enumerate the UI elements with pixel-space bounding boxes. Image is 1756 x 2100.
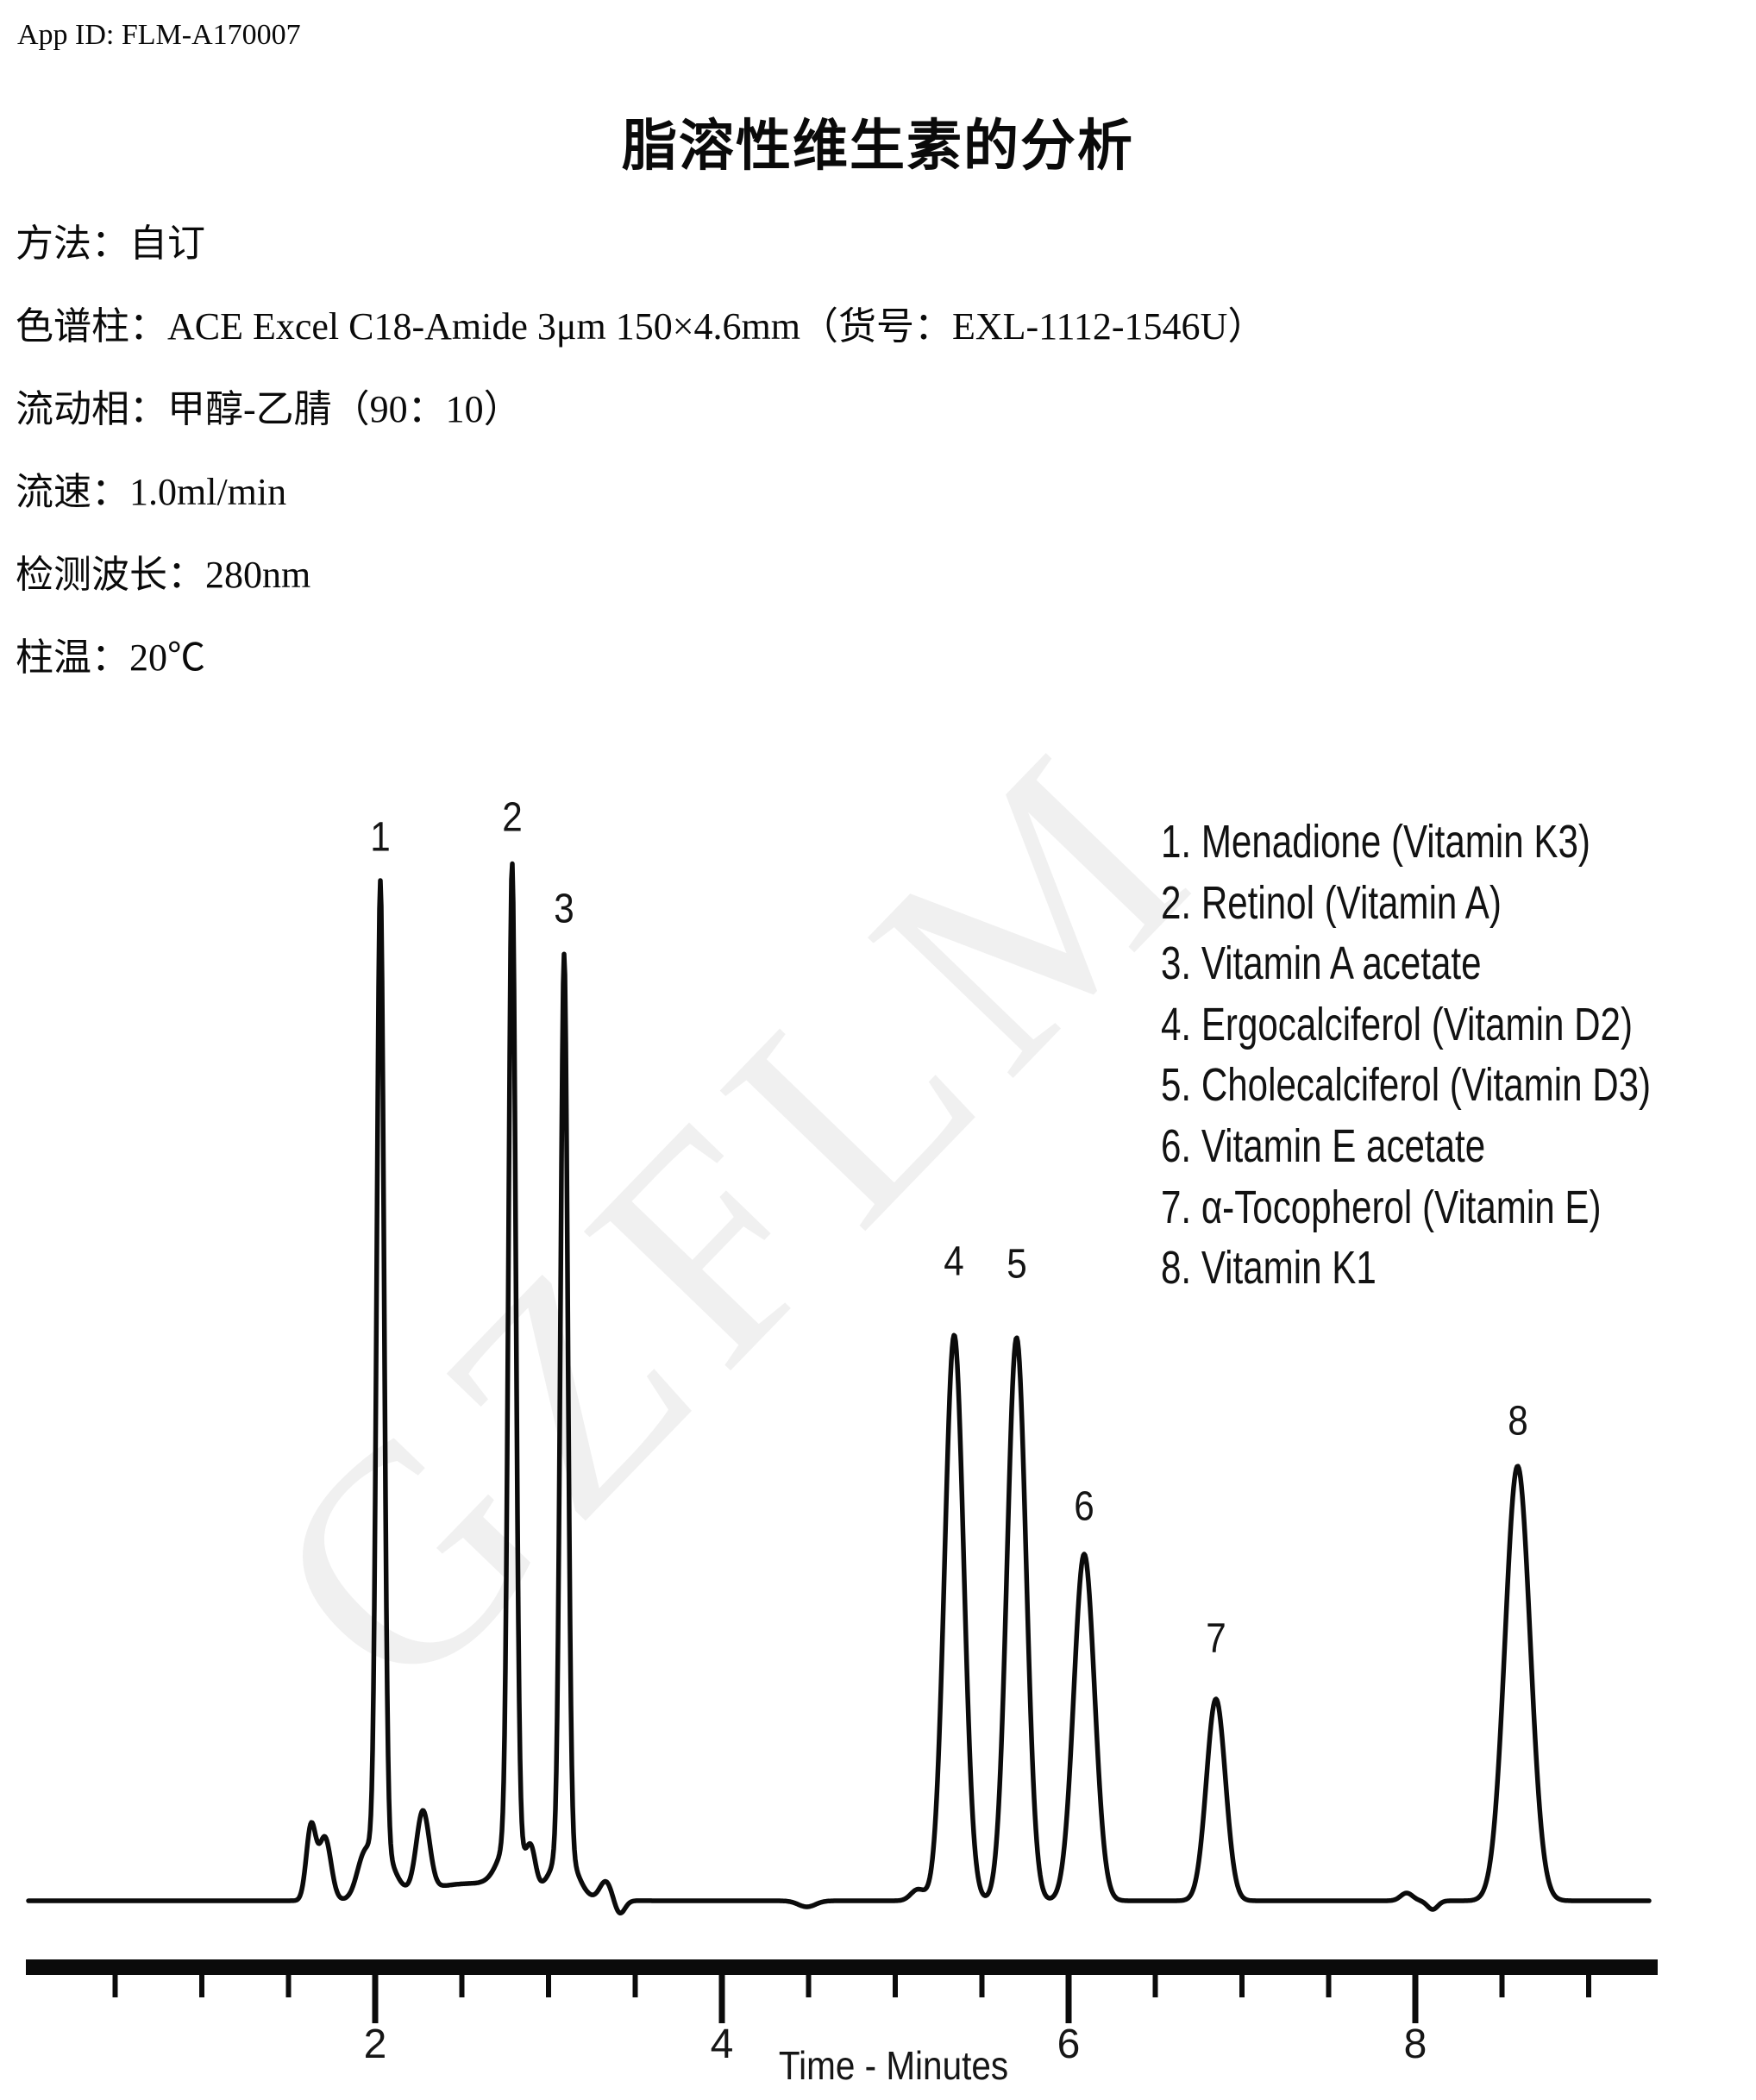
page-title: 脂溶性维生素的分析 (622, 116, 1134, 177)
x-axis-ticks (112, 1971, 1591, 2023)
x-tick-label: 8 (1404, 2022, 1427, 2067)
mobile-phase-line: 流动相：甲醇-乙腈（90：10） (16, 388, 522, 430)
x-tick-label: 2 (364, 2022, 387, 2067)
x-axis-tick-labels: 2 4 6 8 (364, 2022, 1427, 2067)
x-tick-label: 6 (1057, 2022, 1081, 2067)
wavelength-line: 检测波长：280nm (16, 554, 311, 596)
app-id-text: App ID: FLM-A170007 (17, 19, 301, 51)
x-axis-line (26, 1959, 1658, 1975)
chromatogram-trace (26, 861, 1652, 1916)
method-line: 方法：自订 (16, 223, 205, 265)
column-temp-line: 柱温：20℃ (16, 636, 205, 679)
x-tick-label: 4 (711, 2022, 734, 2067)
column-line: 色谱柱：ACE Excel C18-Amide 3μm 150×4.6mm（货号… (16, 305, 1266, 348)
flow-rate-line: 流速：1.0ml/min (16, 471, 287, 513)
